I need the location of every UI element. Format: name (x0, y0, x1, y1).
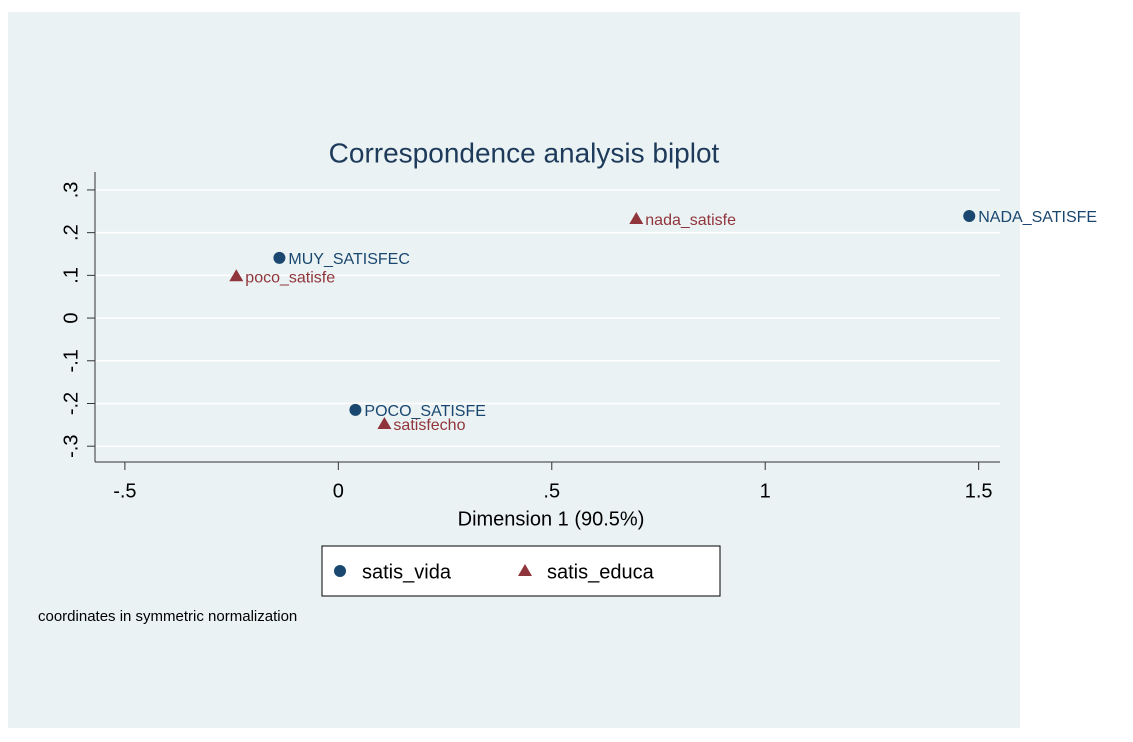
x-tick-label: 1 (760, 480, 771, 502)
point-label: nada_satisfe (645, 212, 736, 229)
y-tick-label: -.1 (60, 349, 82, 372)
y-tick-label: -.2 (60, 392, 82, 415)
point (629, 211, 644, 224)
point (377, 416, 392, 429)
background (8, 12, 1020, 728)
y-tick-label: .1 (60, 267, 82, 284)
x-tick-label: 1.5 (965, 480, 993, 502)
x-tick-label: .5 (543, 480, 560, 502)
point-label: POCO_SATISFE (364, 403, 486, 420)
point-label: poco_satisfe (245, 269, 335, 286)
y-tick-label: -.3 (60, 435, 82, 458)
legend-label: satis_educa (547, 561, 655, 583)
y-tick-label: .2 (60, 224, 82, 241)
chart-title: Correspondence analysis biplot (329, 137, 720, 168)
point (349, 403, 362, 416)
note: coordinates in symmetric normalization (38, 608, 297, 625)
x-tick-label: -.5 (113, 480, 136, 502)
point-label: satisfecho (393, 417, 465, 434)
point (963, 209, 976, 222)
point (273, 251, 286, 264)
y-tick-label: 0 (60, 313, 82, 324)
point (518, 564, 532, 576)
point (229, 269, 244, 282)
y-tick-label: .3 (60, 182, 82, 199)
point (334, 565, 346, 577)
point-label: NADA_SATISFE (978, 209, 1097, 226)
x-axis-label: Dimension 1 (90.5%) (458, 508, 645, 530)
point-label: MUY_SATISFEC (288, 251, 410, 268)
x-tick-label: 0 (333, 480, 344, 502)
legend-label: satis_vida (362, 561, 452, 583)
